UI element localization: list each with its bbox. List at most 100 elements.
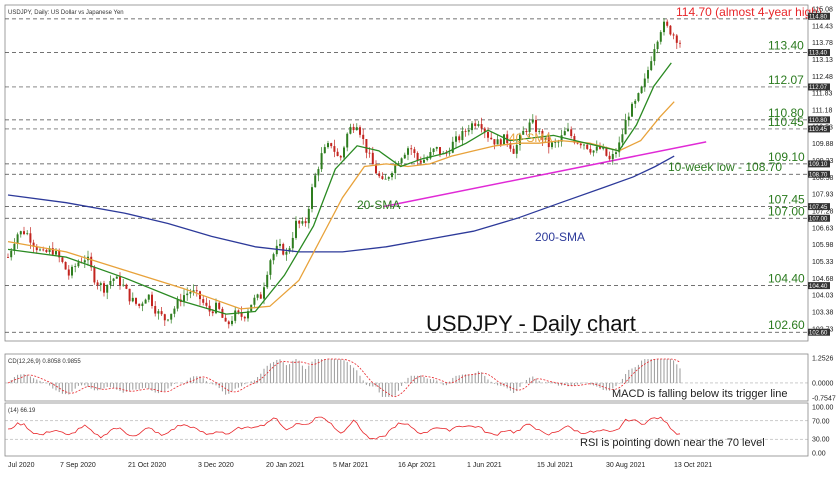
price-tick-label: 113.13 — [812, 57, 833, 64]
candle-body — [295, 220, 297, 238]
time-tick-label: 16 Apr 2021 — [398, 462, 436, 469]
candle-body — [176, 299, 179, 309]
candle-body — [471, 123, 473, 131]
candle-body — [400, 158, 403, 164]
price-tag-label: 110.45 — [809, 127, 828, 133]
candle-body — [71, 266, 73, 276]
level-label: 109.10 — [768, 150, 805, 164]
candle-body — [157, 311, 160, 314]
candle-body — [304, 221, 307, 224]
macd-panel — [4, 353, 809, 402]
candle-body — [314, 175, 317, 188]
candle-body — [253, 297, 256, 305]
candle-body — [307, 208, 310, 224]
candle-body — [173, 308, 176, 314]
candle-body — [375, 164, 377, 174]
rsi-header: (14) 66.19 — [8, 408, 36, 414]
candle-body — [656, 41, 659, 50]
candle-body — [567, 129, 569, 132]
macd-tick-label: 0.0000 — [812, 380, 834, 387]
candle-body — [119, 276, 121, 286]
candle-body — [467, 130, 470, 132]
candle-body — [48, 248, 51, 253]
candle-body — [224, 317, 227, 322]
candle-body — [359, 127, 361, 135]
candle-body — [480, 124, 483, 129]
price-tag-box — [808, 160, 830, 168]
candle-body — [109, 280, 112, 285]
candle-body — [503, 134, 505, 146]
price-tick-label: 114.43 — [812, 23, 833, 30]
candle-body — [227, 321, 230, 325]
candle-body — [103, 283, 105, 293]
sma200-line — [7, 155, 675, 253]
price-tag-label: 104.40 — [809, 284, 828, 290]
price-tick-label: 115.08 — [812, 7, 833, 14]
candle-body — [10, 250, 13, 258]
price-tick-label: 103.38 — [812, 310, 834, 317]
price-tick-label: 105.33 — [812, 259, 834, 266]
candle-body — [352, 126, 355, 131]
level-label: 107.00 — [768, 204, 805, 218]
candle-body — [320, 153, 323, 170]
candle-body — [602, 147, 605, 149]
candle-body — [669, 25, 672, 35]
rsi-panel — [4, 402, 809, 457]
candle-body — [240, 312, 243, 317]
price-tag-label: 113.40 — [809, 51, 828, 57]
candle-body — [112, 278, 115, 281]
price-tick-label: 105.98 — [812, 242, 834, 249]
price-tick-label: 107.93 — [812, 192, 834, 199]
candle-body — [378, 173, 381, 177]
candle-body — [509, 143, 512, 149]
candle-body — [170, 313, 173, 320]
candle-body — [339, 156, 342, 158]
candle-body — [311, 187, 313, 209]
price-tag-label: 102.60 — [809, 330, 828, 336]
candle-body — [55, 251, 57, 255]
candle-body — [218, 302, 221, 309]
price-tick-label: 106.63 — [812, 225, 834, 232]
candle-body — [365, 139, 368, 153]
rsi-tick-label: 70.00 — [812, 418, 830, 425]
candle-body — [535, 119, 537, 132]
candle-body — [211, 311, 214, 314]
candle-body — [563, 131, 566, 136]
candle-body — [160, 311, 163, 315]
candle-body — [330, 143, 333, 147]
candle-body — [448, 152, 451, 154]
candle-body — [202, 299, 205, 303]
price-axis: 115.08 114.43 113.78 113.13 112.48 111.83 111.… — [808, 7, 834, 336]
candle-body — [51, 248, 54, 255]
candle-body — [16, 234, 19, 244]
candle-body — [13, 243, 16, 251]
candle-body — [611, 154, 614, 160]
candle-body — [570, 129, 573, 137]
price-tag-label: 112.07 — [809, 85, 828, 91]
candle-body — [618, 142, 621, 153]
level-label: 104.40 — [768, 272, 805, 286]
candle-body — [391, 173, 393, 178]
candle-body — [346, 133, 349, 148]
macd-tick-label: -0.7547 — [812, 396, 836, 403]
candle-body — [93, 267, 96, 283]
candle-body — [663, 21, 665, 33]
candle-body — [592, 150, 595, 153]
candle-body — [551, 142, 553, 148]
candle-body — [195, 290, 198, 292]
candle-body — [67, 269, 70, 276]
price-tick-label: 111.18 — [812, 108, 832, 115]
candle-body — [349, 126, 352, 134]
candle-body — [272, 254, 275, 261]
candle-body — [90, 256, 93, 268]
price-tag-box — [808, 116, 830, 124]
candle-body — [583, 144, 585, 146]
candle-body — [381, 176, 384, 179]
candlesticks — [7, 18, 681, 329]
candle-body — [61, 257, 64, 262]
candle-body — [522, 130, 525, 135]
candle-body — [234, 310, 237, 321]
sma40-line — [7, 101, 675, 310]
candle-body — [493, 139, 496, 145]
candle-body — [384, 178, 387, 180]
